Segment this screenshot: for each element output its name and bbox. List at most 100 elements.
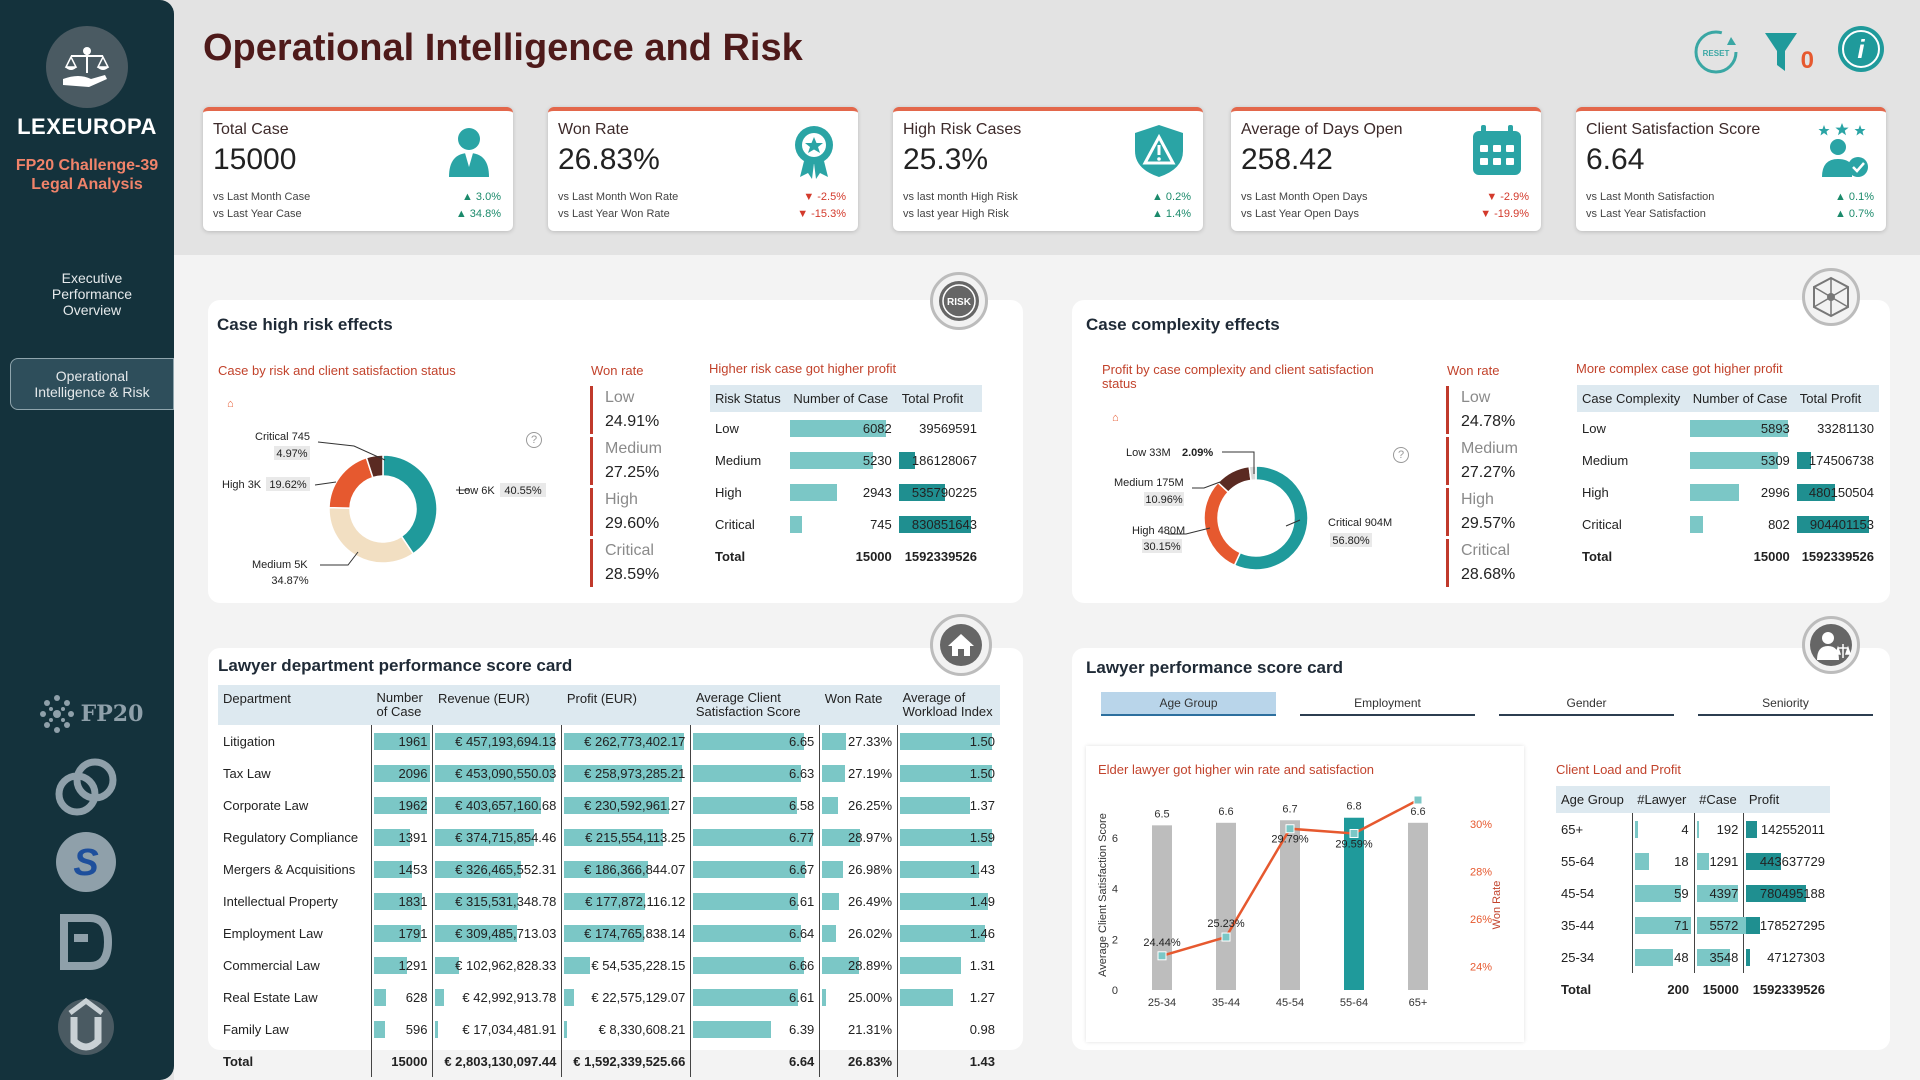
donut-label-critical: Critical 904M <box>1328 517 1392 529</box>
home-icon[interactable] <box>930 614 992 676</box>
tab-gender[interactable]: Gender <box>1499 692 1674 716</box>
line-point <box>1413 795 1423 805</box>
load-table-title: Client Load and Profit <box>1556 762 1682 777</box>
client-load-table: Age Group #Lawyer #Case Profit 65+ 4 192 14… <box>1556 786 1830 1005</box>
x-tick-label: 35-44 <box>1212 997 1240 1009</box>
table-total-row: Total 15000 1592339526 <box>715 548 977 564</box>
bar-cell: 1.31 <box>897 949 1000 981</box>
bar-cell: 1.50 <box>897 725 1000 757</box>
x-tick-label: 25-34 <box>1148 997 1176 1009</box>
bar-cell: 59 <box>1631 877 1695 909</box>
bar-cell: 25.00% <box>819 981 898 1013</box>
donut-label-low: Low 6K <box>458 485 495 497</box>
bar-cell: 1453 <box>371 853 433 885</box>
bar-55-64 <box>1344 817 1364 990</box>
complexity-profit-table: Case Complexity Number of Case Total Profi… <box>1577 385 1879 572</box>
y-tick-label: 2 <box>1112 934 1118 946</box>
kpi-title: Total Case <box>213 121 289 138</box>
panel-title: Case complexity effects <box>1086 315 1280 334</box>
bar-cell: € 230,592,961.27 <box>561 789 691 821</box>
y2-tick-label: 28% <box>1470 866 1492 878</box>
panel-case-high-risk <box>208 300 1023 603</box>
kpi-high-risk-cases: High Risk Cases 25.3% vs last month High… <box>893 107 1203 231</box>
donut-pct-critical: 56.80% <box>1332 535 1370 547</box>
bar-cell: 1961 <box>371 725 433 757</box>
bar-cell: 1.46 <box>897 917 1000 949</box>
line-point-label: 25.23% <box>1207 918 1245 930</box>
y-tick-label: 0 <box>1112 985 1118 997</box>
bar-cell: 1.49 <box>897 885 1000 917</box>
bar-cell: 6.77 <box>690 821 820 853</box>
kpi-total-case: Total Case 15000 vs Last Month Case ▲ 3.0… <box>203 107 513 231</box>
panel-title: Lawyer performance score card <box>1086 658 1344 677</box>
bar-cell: 6.65 <box>690 725 820 757</box>
bar-cell: 142552011 <box>1743 813 1830 845</box>
x-tick-label: 45-54 <box>1276 997 1304 1009</box>
d-logo-icon[interactable] <box>50 906 122 978</box>
donut-slice <box>382 454 438 555</box>
bar-cell: € 186,366,844.07 <box>561 853 691 885</box>
reset-button[interactable]: RESET <box>1691 27 1741 77</box>
filter-icon <box>1764 32 1797 71</box>
bar-cell: 0.98 <box>897 1013 1000 1045</box>
donut-label-medium: Medium 5K <box>252 559 308 571</box>
calendar-icon <box>1469 123 1525 179</box>
table-row: Mergers & Acquisitions 1453 € 326,465,552.… <box>218 853 1000 885</box>
bar-value-label: 6.7 <box>1282 803 1297 815</box>
kpi-title: Client Satisfaction Score <box>1586 121 1761 138</box>
bar-cell: € 315,531,348.78 <box>432 885 562 917</box>
lawyer-icon <box>441 123 497 179</box>
tab-age-group[interactable]: Age Group <box>1101 692 1276 716</box>
table-row: Litigation 1961 € 457,193,694.13 € 262,773,… <box>218 725 1000 757</box>
page-title: Operational Intelligence and Risk <box>203 27 803 69</box>
table-row: Real Estate Law 628 € 42,992,913.78 € 22,57… <box>218 981 1000 1013</box>
table-row: Low 5893 33281130 <box>1582 420 1874 437</box>
table-row: Family Law 596 € 17,034,481.91 € 8,330,608.… <box>218 1013 1000 1045</box>
s-badge-icon[interactable]: S <box>50 826 122 898</box>
bar-cell: € 17,034,481.91 <box>432 1013 562 1045</box>
bar-cell: € 403,657,160.68 <box>432 789 562 821</box>
link-rings-icon[interactable] <box>50 752 122 824</box>
complexity-winrate-list: Low 24.78% Medium 27.27% High 29.57% Critic… <box>1446 386 1518 590</box>
filter-button[interactable]: 0 <box>1763 29 1814 75</box>
bar-cell: € 177,872,116.12 <box>561 885 691 917</box>
nav-executive-overview[interactable]: Executive Performance Overview <box>51 270 133 318</box>
help-icon[interactable]: ? <box>1393 447 1409 463</box>
logo-scales-icon <box>46 26 128 108</box>
risk-winrate-list: Low 24.91% Medium 27.25% High 29.60% Critic… <box>590 386 662 590</box>
bar-cell: 596 <box>371 1013 433 1045</box>
fp20-logo-icon: FP20 <box>30 678 150 750</box>
winrate-title: Won rate <box>1447 363 1500 378</box>
bar-cell: € 22,575,129.07 <box>561 981 691 1013</box>
bar-65+ <box>1408 822 1428 990</box>
bar-cell: € 215,554,113.25 <box>561 821 691 853</box>
winrate-item: Low 24.91% <box>590 386 662 434</box>
bar-cell: € 326,465,552.31 <box>432 853 562 885</box>
fp20-logo-text: FP20 <box>80 701 144 727</box>
bar-cell: 26.49% <box>819 885 898 917</box>
bar-value-label: 6.8 <box>1346 801 1361 813</box>
table-row: Corporate Law 1962 € 403,657,160.68 € 230,5… <box>218 789 1000 821</box>
bar-cell: 28.97% <box>819 821 898 853</box>
help-icon[interactable]: ? <box>526 432 542 448</box>
kpi-value: 6.64 <box>1586 143 1645 176</box>
tab-seniority[interactable]: Seniority <box>1698 692 1873 716</box>
complexity-donut-chart: Low 33M 2.09% Medium 175M 10.96% High 48… <box>1114 447 1392 571</box>
u-logo-icon[interactable] <box>50 990 122 1062</box>
header-actions: RESET 0 i <box>1691 24 1886 79</box>
department-table: Department Number of Case Revenue (EUR) … <box>218 685 1000 1077</box>
kpi-value: 15000 <box>213 143 297 176</box>
table-row: High 2996 480150504 <box>1582 484 1874 501</box>
winrate-item: High 29.57% <box>1446 488 1518 536</box>
winrate-title: Won rate <box>591 363 644 378</box>
bar-value-label: 6.6 <box>1410 806 1425 818</box>
info-button[interactable]: i <box>1836 24 1886 79</box>
panel-title: Case high risk effects <box>217 315 393 334</box>
bar-cell: € 453,090,550.03 <box>432 757 562 789</box>
bar-cell: 6.61 <box>690 981 820 1013</box>
nav-operational-intelligence[interactable]: Operational Intelligence & Risk <box>10 358 174 410</box>
filter-count: 0 <box>1800 46 1814 74</box>
bar-cell: 27.33% <box>819 725 898 757</box>
table-row: 25-34 48 3548 47127303 <box>1556 941 1830 973</box>
tab-employment[interactable]: Employment <box>1300 692 1475 716</box>
